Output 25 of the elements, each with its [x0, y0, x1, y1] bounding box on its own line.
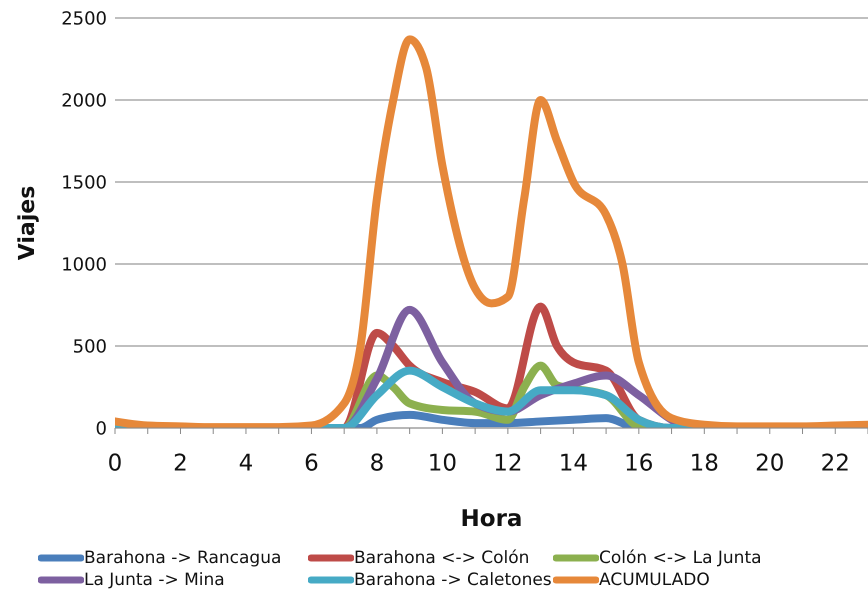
x-tick-label: 22 [820, 450, 850, 476]
x-axis-title: Hora [460, 506, 522, 532]
legend-label: Barahona -> Rancagua [84, 548, 282, 568]
x-tick-label: 2 [173, 450, 188, 476]
x-tick-label: 10 [428, 450, 458, 476]
y-tick-label: 2500 [61, 8, 107, 30]
x-tick-label: 14 [558, 450, 588, 476]
x-tick-label: 4 [238, 450, 254, 476]
y-tick-label: 500 [72, 336, 107, 358]
y-tick-label: 0 [96, 418, 107, 440]
legend-label: Colón <-> La Junta [599, 548, 762, 568]
x-tick-label: 16 [624, 450, 654, 476]
legend-label: Barahona <-> Colón [354, 548, 530, 568]
y-axis-title: Viajes [14, 186, 40, 260]
y-tick-label: 1000 [61, 254, 107, 276]
x-tick-label: 8 [370, 450, 384, 476]
legend-label: Barahona -> Caletones [354, 570, 552, 590]
legend-label: La Junta -> Mina [84, 570, 225, 590]
legend-label: ACUMULADO [599, 570, 710, 590]
y-tick-label: 2000 [61, 90, 107, 112]
x-tick-label: 18 [690, 450, 719, 476]
x-tick-label: 20 [755, 450, 784, 476]
y-tick-label: 1500 [61, 172, 107, 194]
x-tick-label: 6 [304, 450, 319, 476]
x-tick-label: 12 [493, 450, 523, 476]
